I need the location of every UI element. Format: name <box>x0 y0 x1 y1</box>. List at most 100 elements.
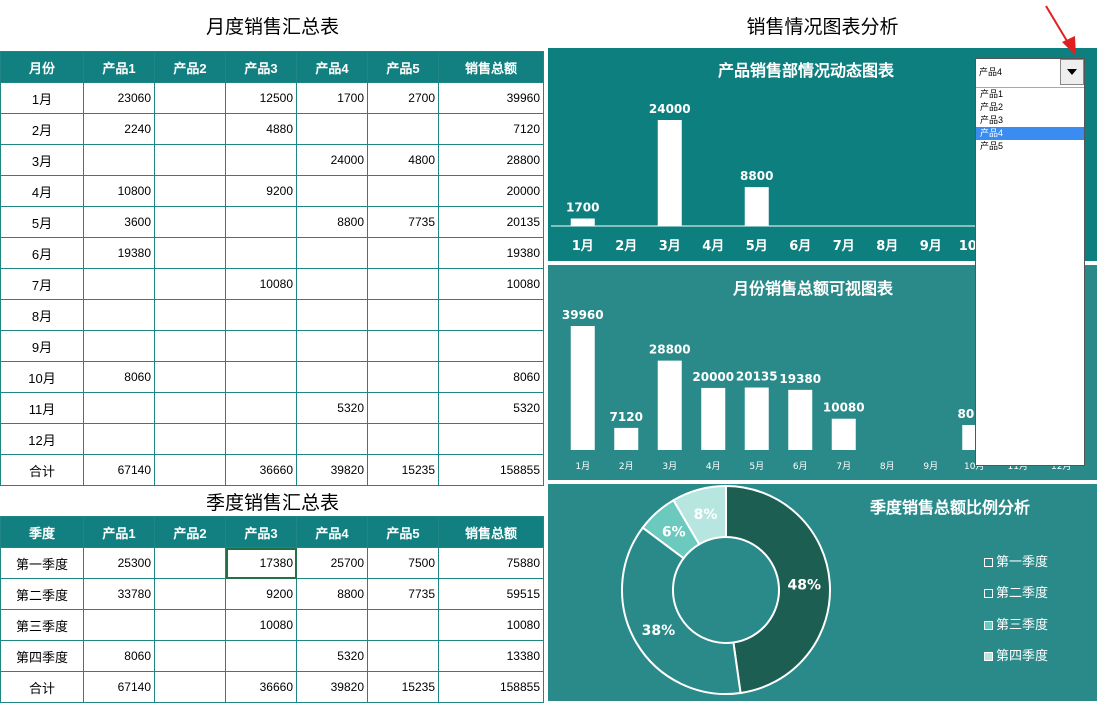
monthly-header-cell[interactable]: 销售总额 <box>438 51 544 83</box>
quarterly-cell[interactable] <box>367 640 439 672</box>
monthly-cell[interactable]: 10800 <box>83 175 155 207</box>
monthly-cell[interactable] <box>83 423 155 455</box>
monthly-cell[interactable]: 23060 <box>83 82 155 114</box>
quarterly-cell[interactable]: 第二季度 <box>0 578 84 610</box>
dropdown-option-3[interactable]: 产品3 <box>980 115 1004 125</box>
monthly-cell[interactable]: 5月 <box>0 206 84 238</box>
monthly-cell[interactable] <box>367 361 439 393</box>
monthly-cell[interactable] <box>296 113 368 145</box>
monthly-cell[interactable]: 10080 <box>438 268 544 300</box>
quarterly-header-cell[interactable]: 产品1 <box>83 516 155 548</box>
quarterly-header-cell[interactable]: 季度 <box>0 516 84 548</box>
monthly-cell[interactable]: 20000 <box>438 175 544 207</box>
quarterly-cell[interactable]: 5320 <box>296 640 368 672</box>
monthly-cell[interactable]: 6月 <box>0 237 84 269</box>
monthly-cell[interactable] <box>83 392 155 424</box>
monthly-cell[interactable]: 28800 <box>438 144 544 176</box>
monthly-cell[interactable]: 8月 <box>0 299 84 331</box>
monthly-cell[interactable]: 1月 <box>0 82 84 114</box>
monthly-cell[interactable]: 8800 <box>296 206 368 238</box>
monthly-cell[interactable] <box>367 237 439 269</box>
quarterly-cell[interactable]: 59515 <box>438 578 544 610</box>
monthly-cell[interactable]: 11月 <box>0 392 84 424</box>
monthly-cell[interactable]: 8060 <box>438 361 544 393</box>
monthly-cell[interactable]: 10月 <box>0 361 84 393</box>
dropdown-option-1[interactable]: 产品1 <box>980 89 1004 99</box>
quarterly-cell[interactable]: 158855 <box>438 671 544 703</box>
monthly-cell[interactable] <box>225 361 297 393</box>
quarterly-cell[interactable] <box>154 547 226 579</box>
monthly-cell[interactable] <box>154 82 226 114</box>
quarterly-cell[interactable]: 10080 <box>225 609 297 641</box>
monthly-cell[interactable]: 2240 <box>83 113 155 145</box>
quarterly-cell[interactable]: 10080 <box>438 609 544 641</box>
quarterly-cell[interactable] <box>296 609 368 641</box>
monthly-cell[interactable]: 9月 <box>0 330 84 362</box>
dropdown-option-5[interactable]: 产品5 <box>980 141 1004 151</box>
monthly-cell[interactable] <box>367 113 439 145</box>
quarterly-cell[interactable]: 75880 <box>438 547 544 579</box>
monthly-cell[interactable] <box>367 268 439 300</box>
monthly-cell[interactable] <box>225 423 297 455</box>
monthly-cell[interactable] <box>154 330 226 362</box>
monthly-cell[interactable] <box>154 299 226 331</box>
monthly-cell[interactable]: 15235 <box>367 454 439 486</box>
quarterly-cell[interactable]: 7500 <box>367 547 439 579</box>
monthly-cell[interactable] <box>154 423 226 455</box>
product-selector-dropdown[interactable]: 产品4 产品1 产品2 产品3 产品4 产品5 <box>975 58 1085 466</box>
quarterly-cell[interactable]: 8800 <box>296 578 368 610</box>
quarterly-cell[interactable] <box>225 640 297 672</box>
monthly-cell[interactable] <box>154 361 226 393</box>
monthly-cell[interactable]: 19380 <box>83 237 155 269</box>
dropdown-option-4[interactable]: 产品4 <box>976 127 1084 140</box>
quarterly-header-cell[interactable]: 产品5 <box>367 516 439 548</box>
quarterly-cell[interactable]: 25300 <box>83 547 155 579</box>
quarterly-cell[interactable]: 7735 <box>367 578 439 610</box>
monthly-cell[interactable]: 10080 <box>225 268 297 300</box>
monthly-header-cell[interactable]: 产品1 <box>83 51 155 83</box>
monthly-cell[interactable] <box>296 423 368 455</box>
monthly-cell[interactable]: 24000 <box>296 144 368 176</box>
monthly-cell[interactable]: 7735 <box>367 206 439 238</box>
quarterly-cell[interactable]: 合计 <box>0 671 84 703</box>
monthly-cell[interactable]: 39960 <box>438 82 544 114</box>
monthly-cell[interactable] <box>438 299 544 331</box>
monthly-header-cell[interactable]: 产品2 <box>154 51 226 83</box>
monthly-header-cell[interactable]: 月份 <box>0 51 84 83</box>
monthly-cell[interactable] <box>225 392 297 424</box>
monthly-cell[interactable]: 4800 <box>367 144 439 176</box>
monthly-cell[interactable] <box>154 454 226 486</box>
quarterly-cell[interactable] <box>154 671 226 703</box>
monthly-cell[interactable]: 4880 <box>225 113 297 145</box>
monthly-cell[interactable] <box>296 237 368 269</box>
product-selector-value[interactable]: 产品4 <box>979 67 1003 77</box>
monthly-cell[interactable] <box>438 330 544 362</box>
monthly-cell[interactable] <box>154 392 226 424</box>
quarterly-cell[interactable] <box>154 640 226 672</box>
quarterly-cell[interactable]: 15235 <box>367 671 439 703</box>
monthly-cell[interactable]: 67140 <box>83 454 155 486</box>
dropdown-option-2[interactable]: 产品2 <box>980 102 1004 112</box>
monthly-cell[interactable]: 7月 <box>0 268 84 300</box>
monthly-cell[interactable] <box>438 423 544 455</box>
quarterly-cell[interactable]: 9200 <box>225 578 297 610</box>
monthly-cell[interactable] <box>83 144 155 176</box>
monthly-cell[interactable] <box>367 330 439 362</box>
monthly-cell[interactable]: 158855 <box>438 454 544 486</box>
monthly-cell[interactable] <box>367 392 439 424</box>
monthly-cell[interactable] <box>154 268 226 300</box>
monthly-cell[interactable] <box>296 330 368 362</box>
monthly-cell[interactable] <box>83 330 155 362</box>
monthly-cell[interactable]: 合计 <box>0 454 84 486</box>
monthly-header-cell[interactable]: 产品3 <box>225 51 297 83</box>
quarterly-header-cell[interactable]: 产品3 <box>225 516 297 548</box>
quarterly-cell[interactable]: 第一季度 <box>0 547 84 579</box>
quarterly-cell[interactable] <box>83 609 155 641</box>
monthly-cell[interactable] <box>367 423 439 455</box>
monthly-cell[interactable]: 3月 <box>0 144 84 176</box>
monthly-cell[interactable] <box>225 144 297 176</box>
monthly-header-cell[interactable]: 产品5 <box>367 51 439 83</box>
monthly-cell[interactable] <box>225 237 297 269</box>
quarterly-cell[interactable]: 17380 <box>225 547 297 579</box>
quarterly-cell[interactable] <box>154 578 226 610</box>
